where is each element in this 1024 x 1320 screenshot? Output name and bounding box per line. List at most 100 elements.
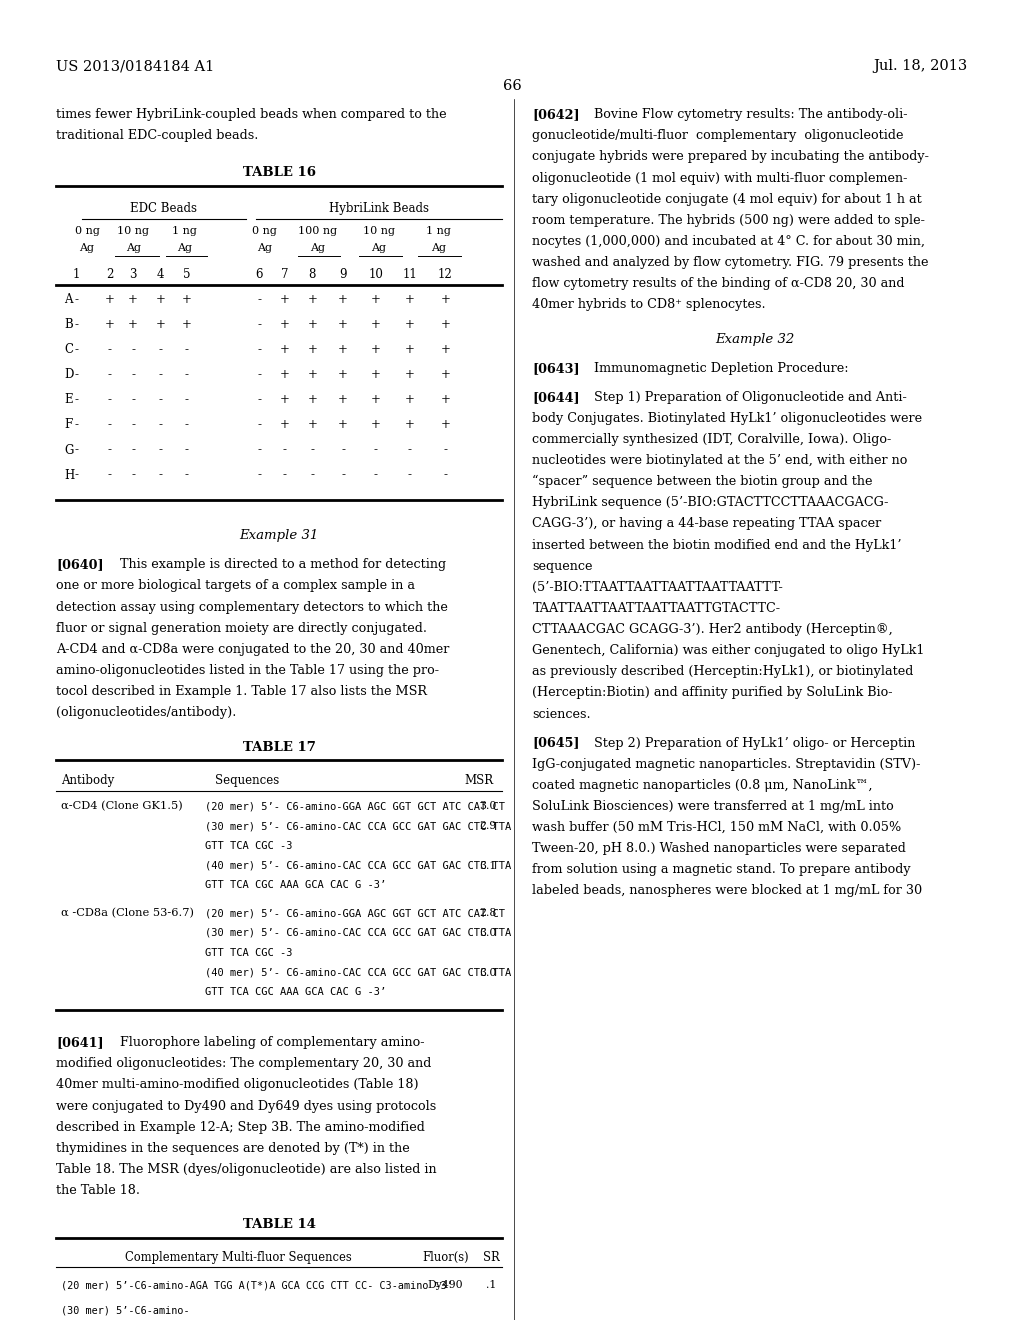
Text: HybriLink sequence (5’-BIO:GTACTTCCTTAAACGACG-: HybriLink sequence (5’-BIO:GTACTTCCTTAAA… (532, 496, 889, 510)
Text: +: + (371, 393, 381, 407)
Text: gonucleotide/multi-fluor  complementary  oligonucleotide: gonucleotide/multi-fluor complementary o… (532, 129, 904, 143)
Text: wash buffer (50 mM Tris-HCl, 150 mM NaCl, with 0.05%: wash buffer (50 mM Tris-HCl, 150 mM NaCl… (532, 821, 902, 834)
Text: E: E (65, 393, 73, 407)
Text: +: + (181, 318, 191, 331)
Text: 2: 2 (105, 268, 114, 281)
Text: sciences.: sciences. (532, 708, 591, 721)
Text: Example 32: Example 32 (716, 333, 795, 346)
Text: +: + (280, 393, 290, 407)
Text: -: - (75, 393, 79, 407)
Text: inserted between the biotin modified end and the HyLk1’: inserted between the biotin modified end… (532, 539, 902, 552)
Text: -: - (75, 418, 79, 432)
Text: nucleotides were biotinylated at the 5’ end, with either no: nucleotides were biotinylated at the 5’ … (532, 454, 908, 467)
Text: HybriLink Beads: HybriLink Beads (329, 202, 429, 215)
Text: 7: 7 (281, 268, 289, 281)
Text: +: + (128, 293, 138, 306)
Text: +: + (280, 293, 290, 306)
Text: washed and analyzed by flow cytometry. FIG. 79 presents the: washed and analyzed by flow cytometry. F… (532, 256, 929, 269)
Text: sequence: sequence (532, 560, 593, 573)
Text: -: - (75, 318, 79, 331)
Text: +: + (307, 368, 317, 381)
Text: +: + (371, 418, 381, 432)
Text: [0643]: [0643] (532, 362, 581, 375)
Text: GTT TCA CGC AAA GCA CAC G -3’: GTT TCA CGC AAA GCA CAC G -3’ (205, 987, 386, 998)
Text: -: - (108, 343, 112, 356)
Text: body Conjugates. Biotinylated HyLk1’ oligonucleotides were: body Conjugates. Biotinylated HyLk1’ oli… (532, 412, 923, 425)
Text: .1: .1 (486, 1280, 497, 1291)
Text: -: - (374, 444, 378, 457)
Text: -: - (257, 469, 261, 482)
Text: (5’-BIO:TTAATTAATTAATTAATTAATTT-: (5’-BIO:TTAATTAATTAATTAATTAATTT- (532, 581, 783, 594)
Text: 100 ng: 100 ng (298, 226, 337, 236)
Text: EDC Beads: EDC Beads (130, 202, 198, 215)
Text: -: - (283, 444, 287, 457)
Text: -: - (159, 368, 163, 381)
Text: 10 ng: 10 ng (117, 226, 150, 236)
Text: -: - (75, 368, 79, 381)
Text: α-CD4 (Clone GK1.5): α-CD4 (Clone GK1.5) (61, 801, 183, 812)
Text: modified oligonucleotides: The complementary 20, 30 and: modified oligonucleotides: The complemen… (56, 1057, 432, 1071)
Text: -: - (257, 393, 261, 407)
Text: -: - (159, 343, 163, 356)
Text: -: - (257, 343, 261, 356)
Text: G: G (65, 444, 74, 457)
Text: SoluLink Biosciences) were transferred at 1 mg/mL into: SoluLink Biosciences) were transferred a… (532, 800, 894, 813)
Text: +: + (440, 343, 451, 356)
Text: +: + (404, 393, 415, 407)
Text: -: - (341, 469, 345, 482)
Text: IgG-conjugated magnetic nanoparticles. Streptavidin (STV)-: IgG-conjugated magnetic nanoparticles. S… (532, 758, 921, 771)
Text: 2.8: 2.8 (479, 908, 497, 919)
Text: 3.0: 3.0 (479, 968, 497, 978)
Text: -: - (131, 368, 135, 381)
Text: +: + (371, 368, 381, 381)
Text: -: - (184, 393, 188, 407)
Text: US 2013/0184184 A1: US 2013/0184184 A1 (56, 59, 215, 74)
Text: 5: 5 (182, 268, 190, 281)
Text: thymidines in the sequences are denoted by (T*) in the: thymidines in the sequences are denoted … (56, 1142, 410, 1155)
Text: A-CD4 and α-CD8a were conjugated to the 20, 30 and 40mer: A-CD4 and α-CD8a were conjugated to the … (56, 643, 450, 656)
Text: -: - (131, 393, 135, 407)
Text: D: D (65, 368, 74, 381)
Text: +: + (404, 318, 415, 331)
Text: +: + (307, 343, 317, 356)
Text: +: + (280, 368, 290, 381)
Text: 40mer hybrids to CD8⁺ splenocytes.: 40mer hybrids to CD8⁺ splenocytes. (532, 298, 766, 312)
Text: -: - (75, 444, 79, 457)
Text: -: - (257, 418, 261, 432)
Text: -: - (184, 368, 188, 381)
Text: +: + (307, 393, 317, 407)
Text: (20 mer) 5’- C6-amino-GGA AGC GGT GCT ATC CAT CT: (20 mer) 5’- C6-amino-GGA AGC GGT GCT AT… (205, 801, 505, 812)
Text: Tween-20, pH 8.0.) Washed nanoparticles were separated: Tween-20, pH 8.0.) Washed nanoparticles … (532, 842, 906, 855)
Text: +: + (280, 343, 290, 356)
Text: +: + (338, 293, 348, 306)
Text: [0645]: [0645] (532, 737, 580, 750)
Text: TABLE 17: TABLE 17 (243, 741, 315, 754)
Text: tocol described in Example 1. Table 17 also lists the MSR: tocol described in Example 1. Table 17 a… (56, 685, 427, 698)
Text: -: - (108, 368, 112, 381)
Text: +: + (338, 418, 348, 432)
Text: as previously described (Herceptin:HyLk1), or biotinylated: as previously described (Herceptin:HyLk1… (532, 665, 913, 678)
Text: described in Example 12-A; Step 3B. The amino-modified: described in Example 12-A; Step 3B. The … (56, 1121, 425, 1134)
Text: -: - (408, 469, 412, 482)
Text: -: - (108, 469, 112, 482)
Text: flow cytometry results of the binding of α-CD8 20, 30 and: flow cytometry results of the binding of… (532, 277, 905, 290)
Text: -: - (310, 469, 314, 482)
Text: detection assay using complementary detectors to which the: detection assay using complementary dete… (56, 601, 449, 614)
Text: +: + (307, 318, 317, 331)
Text: 8: 8 (308, 268, 316, 281)
Text: (30 mer) 5’-C6-amino-: (30 mer) 5’-C6-amino- (61, 1305, 190, 1316)
Text: -: - (159, 469, 163, 482)
Text: TAATTAATTAATTAATTAATTGTACTTC-: TAATTAATTAATTAATTAATTGTACTTC- (532, 602, 780, 615)
Text: -: - (159, 418, 163, 432)
Text: tary oligonucleotide conjugate (4 mol equiv) for about 1 h at: tary oligonucleotide conjugate (4 mol eq… (532, 193, 923, 206)
Text: nocytes (1,000,000) and incubated at 4° C. for about 30 min,: nocytes (1,000,000) and incubated at 4° … (532, 235, 926, 248)
Text: A: A (65, 293, 73, 306)
Text: (40 mer) 5’- C6-amino-CAC CCA GCC GAT GAC CTC TTA: (40 mer) 5’- C6-amino-CAC CCA GCC GAT GA… (205, 968, 511, 978)
Text: [0642]: [0642] (532, 108, 581, 121)
Text: Ag: Ag (372, 243, 386, 253)
Text: -: - (131, 444, 135, 457)
Text: conjugate hybrids were prepared by incubating the antibody-: conjugate hybrids were prepared by incub… (532, 150, 930, 164)
Text: +: + (156, 293, 166, 306)
Text: [0644]: [0644] (532, 391, 581, 404)
Text: 1 ng: 1 ng (172, 226, 197, 236)
